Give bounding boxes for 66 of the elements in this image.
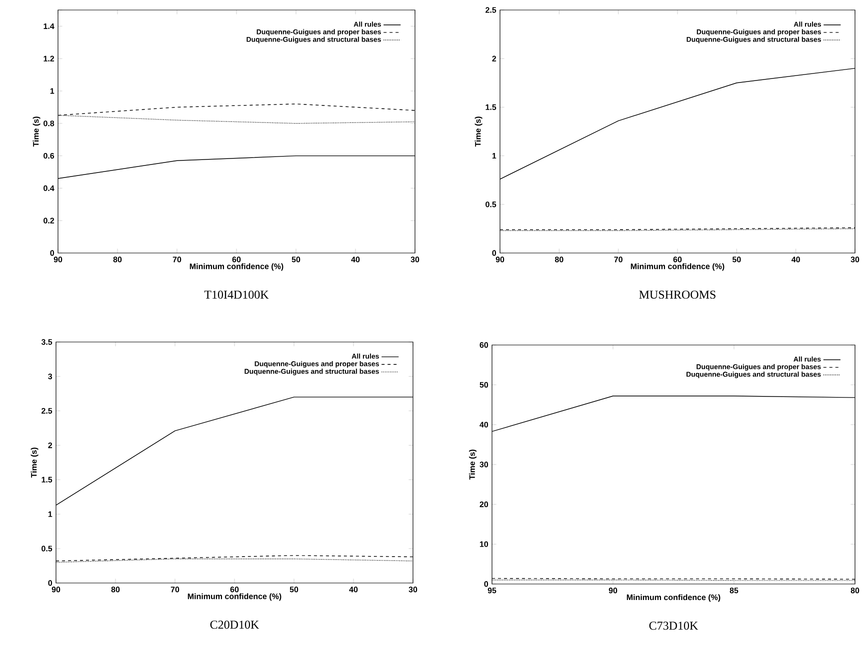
y-tick-label: 1 xyxy=(50,88,54,94)
y-tick-label: 10 xyxy=(480,541,488,547)
y-tick-label: 40 xyxy=(480,422,488,428)
y-tick-label: 0 xyxy=(50,250,54,256)
y-tick-label: 0.5 xyxy=(486,202,496,208)
x-tick-label: 90 xyxy=(54,256,62,262)
x-tick-label: 90 xyxy=(52,586,60,592)
x-axis-title: Minimum confidence (%) xyxy=(630,263,724,271)
y-tick-label: 20 xyxy=(480,502,488,508)
y-tick-label: 0.2 xyxy=(44,218,54,224)
y-tick-label: 50 xyxy=(480,382,488,388)
x-tick-label: 40 xyxy=(792,256,800,262)
x-tick-label: 80 xyxy=(111,586,120,592)
x-tick-label: 80 xyxy=(113,256,122,262)
y-tick-label: 0.6 xyxy=(44,152,54,159)
y-tick-label: 2.5 xyxy=(42,408,52,414)
x-tick-label: 80 xyxy=(554,256,564,262)
x-tick-label: 40 xyxy=(351,256,360,262)
x-tick-label: 60 xyxy=(232,256,241,262)
x-tick-label: 90 xyxy=(496,256,504,262)
x-tick-label: 50 xyxy=(292,256,300,262)
x-tick-label: 50 xyxy=(290,586,298,592)
x-tick-label: 40 xyxy=(349,586,358,592)
y-tick-label: 1.5 xyxy=(42,476,52,483)
y-axis-title: Time (s) xyxy=(474,116,482,147)
x-tick-label: 85 xyxy=(730,588,738,594)
y-tick-label: 60 xyxy=(480,342,488,348)
x-tick-label: 30 xyxy=(408,586,418,592)
y-tick-label: 3 xyxy=(48,374,52,380)
y-tick-label: 1 xyxy=(48,511,52,517)
y-tick-label: 1.4 xyxy=(44,23,54,29)
text: C73D10K xyxy=(649,622,698,630)
x-tick-label: 70 xyxy=(172,256,182,262)
y-tick-label: 0.5 xyxy=(42,546,52,552)
x-tick-label: 30 xyxy=(410,256,420,262)
x-tick-label: 50 xyxy=(732,256,741,262)
y-tick-label: 1.2 xyxy=(44,56,54,62)
y-tick-label: 0.8 xyxy=(44,120,54,126)
y-tick-label: 2.5 xyxy=(486,7,496,13)
x-tick-label: 90 xyxy=(608,588,618,594)
y-tick-label: 2 xyxy=(48,442,52,448)
y-tick-label: 3.5 xyxy=(41,339,52,345)
y-tick-label: 1 xyxy=(492,153,496,159)
text: T10I4D100K xyxy=(204,290,269,299)
y-axis-title: Time (s) xyxy=(469,450,477,480)
y-tick-label: 1.5 xyxy=(486,104,496,110)
y-tick-label: 2 xyxy=(492,56,496,62)
x-tick-label: 80 xyxy=(850,588,860,594)
x-tick-label: 70 xyxy=(614,256,622,262)
y-tick-label: 0 xyxy=(48,580,52,586)
text: MUSHROOMS xyxy=(639,290,716,299)
x-tick-label: 60 xyxy=(230,586,239,592)
x-axis-title: Minimum confidence (%) xyxy=(190,263,284,271)
x-tick-label: 70 xyxy=(170,586,180,592)
y-axis-title: Time (s) xyxy=(32,116,40,147)
x-axis-title: Minimum confidence (%) xyxy=(626,594,720,602)
y-axis-title: Time (s) xyxy=(30,448,38,478)
y-tick-label: 0 xyxy=(484,581,488,587)
x-axis-title: Minimum confidence (%) xyxy=(188,593,282,601)
y-tick-label: 0.4 xyxy=(44,185,54,192)
text: C20D10K xyxy=(210,620,260,629)
y-tick-label: 30 xyxy=(480,462,488,468)
x-tick-label: 95 xyxy=(488,588,496,594)
x-tick-label: 30 xyxy=(850,256,860,262)
x-tick-label: 60 xyxy=(673,256,682,262)
y-tick-label: 0 xyxy=(492,250,496,256)
